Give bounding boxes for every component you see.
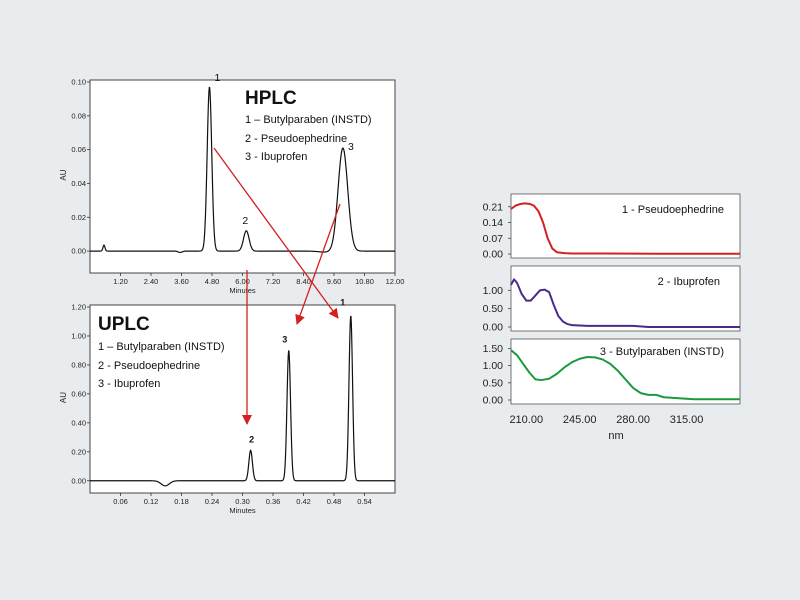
x-axis-label: nm	[608, 430, 623, 442]
spectrum-frame	[510, 193, 741, 259]
y-tick-label: 1.00	[483, 285, 504, 297]
spectrum-trace	[510, 349, 740, 401]
x-tick-label: 0.12	[144, 497, 159, 506]
x-tick-label: 6.00	[235, 277, 250, 286]
y-tick-label: 0.60	[71, 389, 86, 398]
y-tick-label: 1.20	[71, 303, 86, 312]
uv-spectra-chart: 0.21 0.14 0.07 0.00 1 - Pseudoephedrine 1.00 0…	[483, 193, 741, 442]
y-tick-label: 0.40	[71, 418, 86, 427]
y-tick-label: 0.02	[71, 213, 86, 222]
x-tick-label: 0.54	[357, 497, 372, 506]
y-tick-label: 0.14	[483, 217, 504, 229]
y-tick-label: 0.08	[71, 111, 86, 120]
x-tick-label: 0.36	[266, 497, 281, 506]
x-axis-label: Minutes	[229, 286, 256, 295]
x-tick-label: 0.18	[174, 497, 189, 506]
y-axis-label: AU	[59, 392, 68, 403]
y-tick-label: 0.80	[71, 360, 86, 369]
spectrum-panel: 1.00 0.50 0.00 2 - Ibuprofen	[483, 265, 741, 334]
y-tick-label: 0.00	[483, 395, 504, 407]
y-tick-label: 0.06	[71, 145, 86, 154]
y-tick-label: 0.00	[71, 247, 86, 256]
uplc-chart: 0.00 0.20 0.40 0.60 0.80 1.00 1.20 0.06 0.12 0.18…	[59, 298, 396, 515]
x-tick-label: 0.48	[327, 497, 342, 506]
spectrum-label: 2 - Ibuprofen	[658, 276, 720, 288]
y-tick-label: 1.00	[483, 360, 504, 372]
x-tick-label: 280.00	[616, 414, 650, 426]
uplc-plot-frame	[89, 304, 396, 494]
hplc-chart: 0.00 0.02 0.04 0.06 0.08 0.10 1.20 2.40 3.60 4.80…	[59, 72, 404, 295]
x-tick-label: 2.40	[144, 277, 159, 286]
x-tick-label: 12.00	[386, 277, 405, 286]
x-tick-label: 245.00	[563, 414, 597, 426]
spectrum-panel: 1.50 1.00 0.50 0.00 3 - Butylparaben (INSTD)	[483, 338, 741, 407]
y-tick-label: 0.10	[71, 78, 86, 87]
spectrum-frame	[510, 338, 741, 405]
y-tick-label: 0.00	[483, 249, 504, 261]
spectrum-label: 3 - Butylparaben (INSTD)	[600, 346, 724, 358]
uplc-trace	[90, 315, 395, 487]
peak-label: 1	[215, 72, 221, 84]
x-tick-label: 4.80	[205, 277, 220, 286]
y-tick-label: 1.00	[71, 331, 86, 340]
x-tick-label: 10.80	[355, 277, 374, 286]
y-tick-label: 0.04	[71, 179, 86, 188]
y-tick-label: 0.50	[483, 303, 504, 315]
y-tick-label: 1.50	[483, 343, 504, 355]
hplc-trace	[90, 86, 395, 254]
y-tick-label: 0.07	[483, 233, 504, 245]
peak-label: 2	[249, 434, 254, 444]
x-tick-label: 0.42	[296, 497, 311, 506]
peak-label: 3	[282, 334, 287, 344]
y-tick-label: 0.00	[483, 322, 504, 334]
x-tick-label: 3.60	[174, 277, 189, 286]
spectrum-trace	[510, 202, 740, 255]
peak-mapping-arrow	[213, 147, 339, 319]
x-tick-label: 8.40	[296, 277, 311, 286]
x-tick-label: 210.00	[509, 414, 543, 426]
peak-mapping-arrow	[295, 203, 341, 325]
spectrum-frame	[510, 265, 741, 332]
spectrum-panel: 0.21 0.14 0.07 0.00 1 - Pseudoephedrine	[483, 193, 741, 261]
x-tick-label: 1.20	[113, 277, 128, 286]
chart-title: HPLC	[245, 88, 297, 109]
legend-entry: 2 - Pseudoephedrine	[245, 133, 347, 145]
x-tick-label: 315.00	[670, 414, 704, 426]
x-tick-label: 9.60	[327, 277, 342, 286]
peak-label: 2	[242, 215, 248, 227]
chart-title: UPLC	[98, 314, 150, 335]
y-tick-label: 0.00	[71, 476, 86, 485]
y-tick-label: 0.50	[483, 377, 504, 389]
y-tick-label: 0.21	[483, 201, 504, 213]
legend-entry: 3 - Ibuprofen	[245, 151, 307, 163]
x-tick-label: 7.20	[266, 277, 281, 286]
legend-entry: 2 - Pseudoephedrine	[98, 360, 200, 372]
peak-label: 1	[340, 298, 345, 308]
spectrum-label: 1 - Pseudoephedrine	[622, 204, 724, 216]
x-tick-label: 0.24	[205, 497, 220, 506]
legend-entry: 1 – Butylparaben (INSTD)	[245, 114, 372, 126]
legend-entry: 3 - Ibuprofen	[98, 378, 160, 390]
y-axis-label: AU	[59, 169, 68, 180]
x-tick-label: 0.06	[113, 497, 128, 506]
legend-entry: 1 – Butylparaben (INSTD)	[98, 341, 225, 353]
y-tick-label: 0.20	[71, 447, 86, 456]
spectrum-trace	[510, 278, 740, 328]
peak-label: 3	[348, 141, 354, 153]
x-tick-label: 0.30	[235, 497, 250, 506]
x-axis-label: Minutes	[229, 506, 256, 515]
